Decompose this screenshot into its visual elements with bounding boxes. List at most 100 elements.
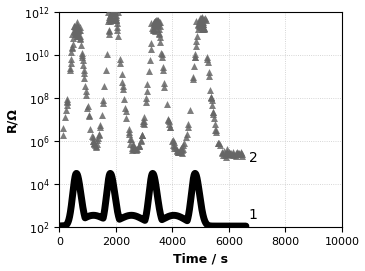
Point [75, 25, 81, 29]
Point [205, 60, 211, 64]
Point [141, 118, 146, 123]
Point [234, 152, 240, 156]
Point [148, 47, 154, 51]
Point [195, 34, 200, 38]
Point [99, 113, 105, 118]
Point [112, 9, 118, 14]
Point [196, 24, 202, 28]
Point [224, 147, 230, 151]
Point [221, 149, 227, 154]
Point [153, 20, 158, 24]
Point [223, 155, 229, 159]
Point [215, 141, 221, 146]
Point [85, 104, 91, 108]
Point [111, 8, 117, 12]
Point [73, 32, 79, 36]
Point [157, 35, 162, 39]
Point [184, 132, 190, 137]
Point [83, 89, 89, 93]
Point [145, 82, 150, 87]
Point [144, 89, 150, 93]
Point [77, 36, 83, 40]
Point [126, 132, 131, 136]
Point [154, 26, 160, 31]
Point [108, 11, 114, 15]
Point [227, 152, 233, 157]
Point [119, 80, 125, 84]
Point [193, 39, 199, 43]
Point [143, 100, 149, 104]
Point [73, 29, 79, 33]
Point [153, 18, 159, 22]
Point [234, 152, 240, 156]
Point [150, 27, 156, 31]
Point [181, 146, 187, 151]
Point [111, 10, 117, 14]
Point [88, 127, 93, 131]
Point [115, 28, 120, 32]
Point [155, 18, 161, 23]
Point [196, 19, 201, 23]
Point [97, 124, 103, 129]
Point [138, 139, 144, 143]
Point [82, 83, 88, 88]
Point [73, 26, 78, 31]
Point [71, 24, 77, 28]
Point [193, 18, 199, 23]
Point [141, 121, 146, 125]
Point [178, 151, 184, 155]
Point [118, 61, 123, 65]
Point [70, 41, 76, 46]
Point [234, 150, 240, 154]
Point [71, 24, 77, 28]
Point [200, 25, 205, 30]
Point [219, 149, 225, 154]
Point [81, 68, 87, 73]
Point [68, 50, 74, 54]
Point [171, 146, 177, 150]
Point [212, 121, 218, 126]
Point [104, 52, 110, 57]
Point [152, 19, 158, 24]
Point [94, 138, 100, 143]
Point [152, 23, 158, 28]
Point [119, 72, 125, 76]
Point [233, 151, 239, 155]
Point [139, 133, 145, 138]
Point [126, 127, 131, 131]
Point [111, 11, 117, 15]
Point [108, 18, 114, 22]
Point [195, 27, 201, 31]
Point [64, 98, 70, 103]
Point [187, 108, 193, 112]
Point [74, 27, 80, 32]
Point [86, 114, 92, 118]
Point [153, 22, 159, 26]
Point [201, 17, 207, 21]
Point [78, 43, 84, 47]
Point [136, 143, 142, 148]
Point [134, 147, 139, 151]
Point [110, 11, 116, 16]
Point [93, 145, 99, 149]
Point [174, 148, 180, 152]
Point [167, 125, 173, 130]
Point [192, 51, 198, 56]
Point [127, 141, 133, 146]
Point [224, 150, 230, 154]
Point [183, 135, 189, 139]
Point [199, 23, 204, 28]
Point [223, 150, 229, 155]
Point [195, 23, 201, 27]
Point [109, 18, 115, 22]
Point [180, 147, 185, 152]
Point [93, 144, 99, 149]
Point [154, 18, 160, 22]
Point [74, 31, 80, 36]
Point [141, 118, 146, 123]
Point [219, 150, 225, 155]
Point [114, 21, 119, 25]
Point [173, 146, 178, 150]
Point [148, 21, 154, 25]
X-axis label: Time / s: Time / s [173, 253, 228, 265]
